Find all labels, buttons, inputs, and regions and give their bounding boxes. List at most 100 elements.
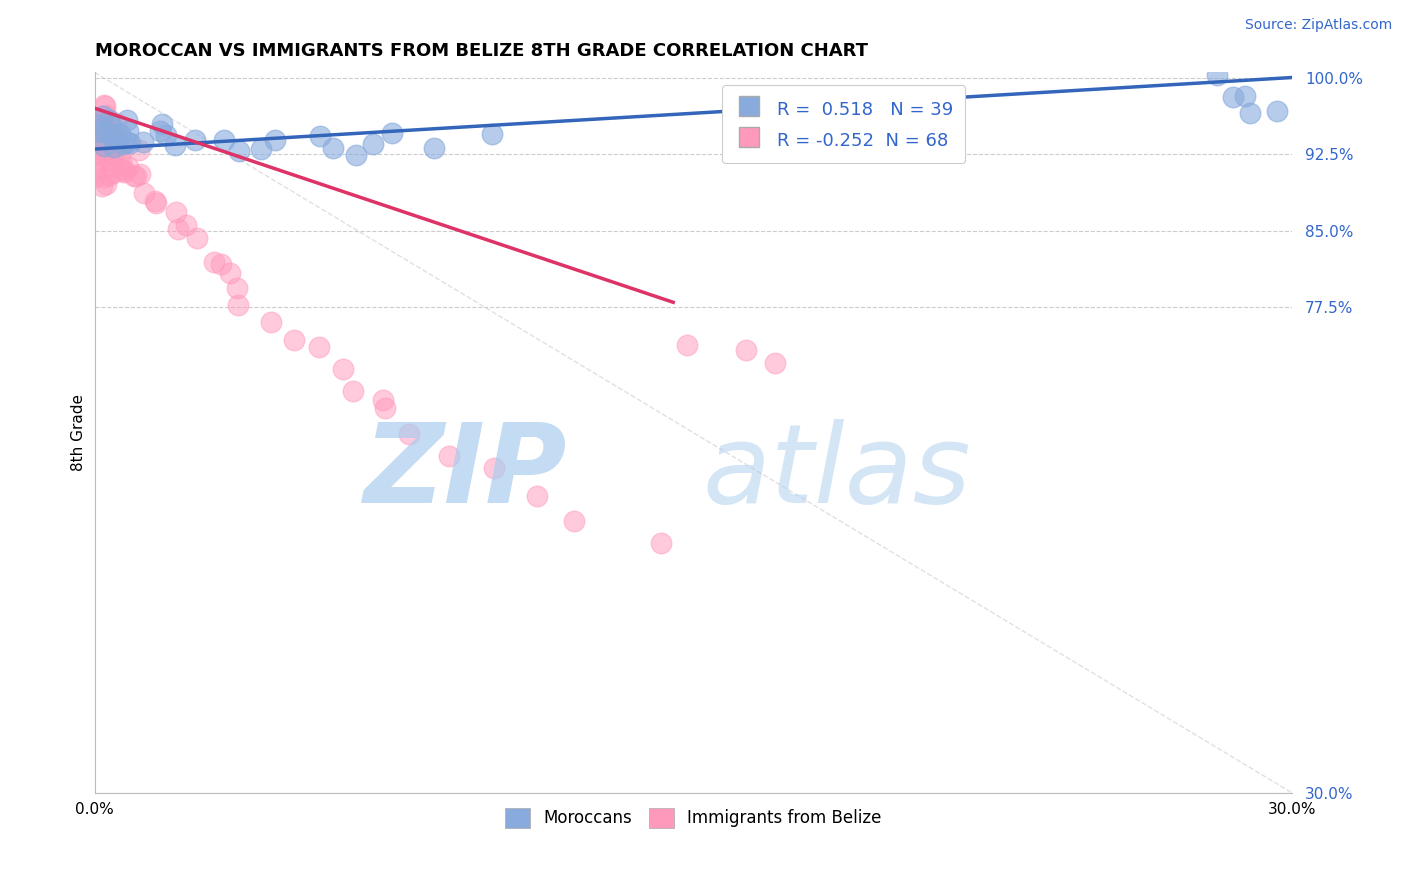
Point (1265, 104, 1288, 119)
Point (322, 141, 344, 155)
Text: MOROCCAN VS IMMIGRANTS FROM BELIZE 8TH GRADE CORRELATION CHART: MOROCCAN VS IMMIGRANTS FROM BELIZE 8TH G… (94, 42, 868, 60)
Point (484, 460, 506, 475)
Point (437, 449, 460, 463)
Point (89, 125, 111, 139)
Point (83, 161, 105, 176)
Y-axis label: 8th Grade: 8th Grade (72, 394, 86, 471)
Point (91, 109, 114, 123)
Point (211, 257, 233, 271)
Point (344, 148, 367, 162)
Point (112, 136, 135, 151)
Point (96, 108, 118, 122)
Point (308, 128, 330, 143)
Point (94, 99, 117, 113)
Point (763, 355, 786, 369)
Point (103, 132, 125, 146)
Point (93, 161, 115, 176)
Point (226, 298, 249, 312)
Point (89, 118, 111, 132)
Point (103, 149, 125, 163)
Text: ZIP: ZIP (364, 418, 568, 525)
Point (90, 149, 112, 163)
Point (122, 169, 145, 183)
Point (184, 133, 207, 147)
Point (112, 165, 135, 179)
Point (94, 145, 117, 159)
Point (132, 135, 155, 149)
Point (103, 140, 125, 154)
Point (129, 167, 152, 181)
Legend: Moroccans, Immigrants from Belize: Moroccans, Immigrants from Belize (498, 801, 889, 835)
Point (87, 142, 110, 156)
Point (100, 128, 122, 142)
Point (250, 142, 273, 156)
Point (165, 204, 187, 219)
Point (308, 340, 330, 354)
Point (105, 128, 128, 142)
Point (118, 136, 141, 151)
Point (650, 536, 672, 550)
Point (117, 124, 139, 138)
Point (145, 195, 167, 210)
Point (564, 514, 586, 528)
Point (342, 384, 364, 399)
Point (381, 126, 404, 140)
Point (226, 281, 249, 295)
Point (149, 124, 172, 138)
Point (108, 136, 131, 150)
Text: atlas: atlas (703, 418, 972, 525)
Point (114, 163, 136, 178)
Point (104, 138, 127, 153)
Point (117, 135, 139, 149)
Point (186, 231, 208, 245)
Point (110, 127, 132, 141)
Point (228, 144, 250, 158)
Point (98, 112, 121, 127)
Point (374, 401, 396, 416)
Point (93, 139, 115, 153)
Point (90, 116, 112, 130)
Point (100, 118, 122, 132)
Point (1239, 105, 1261, 120)
Point (174, 218, 197, 232)
Point (110, 153, 132, 168)
Point (117, 160, 139, 174)
Point (115, 113, 138, 128)
Point (481, 128, 503, 142)
Point (83, 169, 105, 184)
Point (94, 177, 117, 191)
Point (734, 343, 756, 357)
Point (219, 266, 242, 280)
Point (676, 338, 699, 352)
Point (101, 144, 124, 158)
Point (361, 137, 384, 152)
Point (260, 314, 283, 328)
Point (98, 169, 121, 183)
Point (86, 118, 108, 132)
Point (398, 427, 420, 442)
Point (93, 124, 115, 138)
Point (263, 133, 285, 147)
Point (526, 489, 548, 503)
Point (124, 169, 146, 184)
Point (1206, 68, 1229, 82)
Point (1222, 90, 1244, 104)
Point (90, 178, 112, 193)
Point (423, 141, 446, 155)
Point (371, 392, 394, 407)
Point (150, 117, 173, 131)
Point (332, 362, 354, 376)
Point (212, 133, 235, 147)
Point (143, 194, 166, 208)
Point (103, 131, 125, 145)
Point (155, 128, 177, 142)
Point (110, 161, 132, 176)
Point (283, 333, 305, 347)
Point (107, 131, 129, 145)
Point (93, 98, 115, 112)
Point (134, 186, 156, 200)
Point (93, 169, 115, 184)
Point (204, 254, 226, 268)
Point (167, 221, 190, 235)
Point (83, 124, 105, 138)
